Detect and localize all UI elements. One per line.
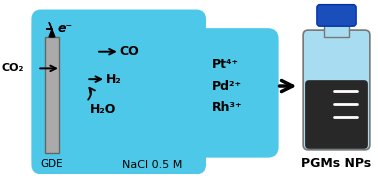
FancyBboxPatch shape [183,112,224,151]
Text: H₂: H₂ [106,73,122,86]
Text: e⁻: e⁻ [58,22,73,35]
Text: H₂O: H₂O [90,103,117,116]
Text: CO: CO [120,45,139,58]
FancyBboxPatch shape [303,30,370,150]
Text: NaCl 0.5 M: NaCl 0.5 M [122,160,182,170]
Text: PGMs NPs: PGMs NPs [301,157,372,170]
Text: Rh³⁺: Rh³⁺ [212,101,243,114]
Bar [324,21,349,37]
Text: GDE: GDE [41,159,63,169]
FancyBboxPatch shape [183,35,224,74]
Text: Pt⁴⁺: Pt⁴⁺ [212,58,239,71]
Text: Pd²⁺: Pd²⁺ [212,80,242,93]
FancyBboxPatch shape [305,80,368,149]
Text: CO₂: CO₂ [2,63,24,73]
FancyArrowPatch shape [88,88,95,100]
Bar [45,37,59,153]
FancyBboxPatch shape [190,28,279,158]
FancyBboxPatch shape [317,5,356,26]
Polygon shape [46,22,55,37]
FancyBboxPatch shape [31,10,206,174]
